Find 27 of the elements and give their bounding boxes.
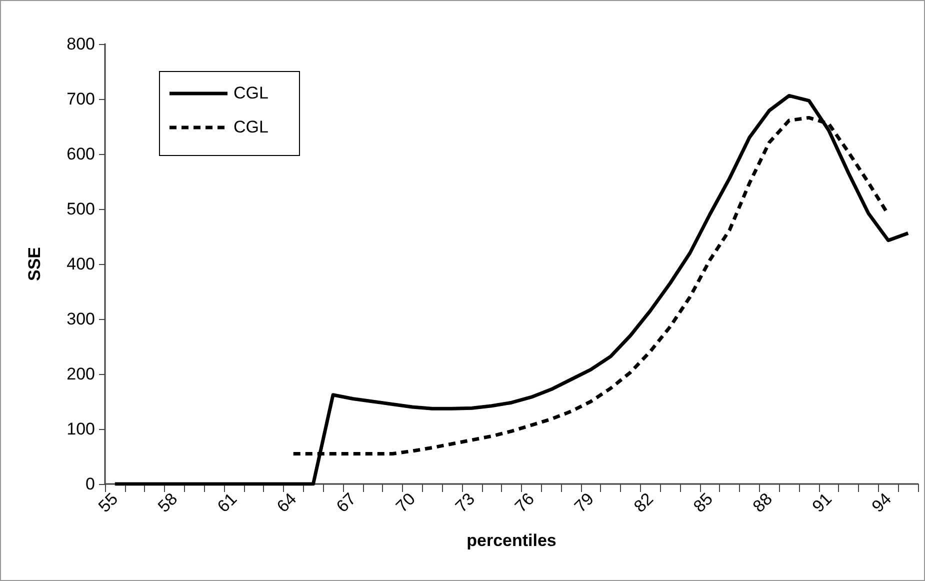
x-tick-label: 82 [630, 489, 658, 516]
y-tick-label: 800 [66, 34, 95, 54]
y-tick-label: 0 [86, 474, 95, 494]
y-axis-title: SSE [25, 246, 44, 282]
x-tick-label: 55 [94, 489, 122, 516]
y-tick-label: 500 [66, 200, 95, 218]
x-tick-label: 64 [273, 489, 300, 516]
y-tick-label: 700 [66, 90, 95, 108]
x-tick-label: 58 [154, 489, 182, 516]
x-tick-label: 70 [392, 489, 420, 516]
x-tick-label: 91 [808, 489, 836, 516]
x-tick-label: 76 [511, 489, 538, 516]
y-tick-label: 200 [66, 364, 95, 384]
y-tick-label: 300 [66, 310, 95, 328]
legend-label: CGL [234, 84, 268, 102]
x-tick-label: 67 [332, 489, 360, 516]
x-tick-label: 79 [570, 489, 598, 516]
y-tick-label: 100 [66, 420, 95, 438]
x-tick-label: 73 [452, 489, 479, 516]
legend-label: CGL [234, 118, 268, 136]
x-tick-label: 85 [690, 489, 717, 516]
x-axis-title: percentiles [466, 531, 556, 550]
y-tick-label: 400 [66, 254, 95, 274]
x-tick-label: 61 [214, 489, 241, 516]
x-tick-label: 94 [868, 489, 895, 516]
y-tick-label: 600 [66, 144, 95, 164]
x-tick-label: 88 [749, 489, 776, 516]
